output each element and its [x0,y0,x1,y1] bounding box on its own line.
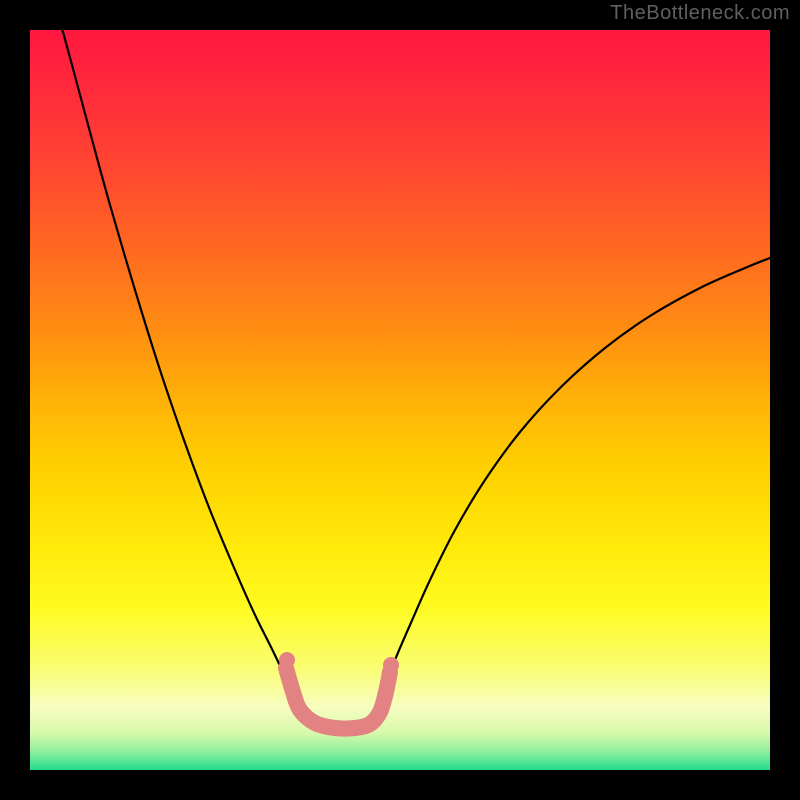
marker-end-dot [383,657,399,673]
chart-svg [0,0,800,800]
chart-canvas: TheBottleneck.com [0,0,800,800]
marker-end-dot [279,652,295,668]
watermark-label: TheBottleneck.com [610,2,790,25]
plot-background [30,30,770,770]
